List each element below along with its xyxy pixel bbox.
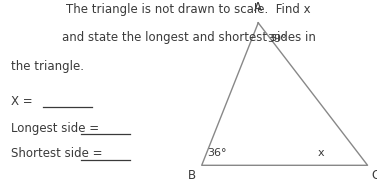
Text: the triangle.: the triangle. xyxy=(11,60,84,73)
Text: and state the longest and shortest sides in: and state the longest and shortest sides… xyxy=(61,31,316,44)
Text: Shortest side =: Shortest side = xyxy=(11,147,107,160)
Text: The triangle is not drawn to scale.  Find x: The triangle is not drawn to scale. Find… xyxy=(66,3,311,16)
Text: B: B xyxy=(188,169,196,182)
Text: 39°: 39° xyxy=(268,34,287,44)
Text: C: C xyxy=(371,169,377,182)
Text: A: A xyxy=(254,1,262,14)
Text: X =: X = xyxy=(11,95,37,108)
Text: 36°: 36° xyxy=(207,148,227,158)
Text: Longest side =: Longest side = xyxy=(11,122,103,135)
Text: x: x xyxy=(318,148,325,158)
